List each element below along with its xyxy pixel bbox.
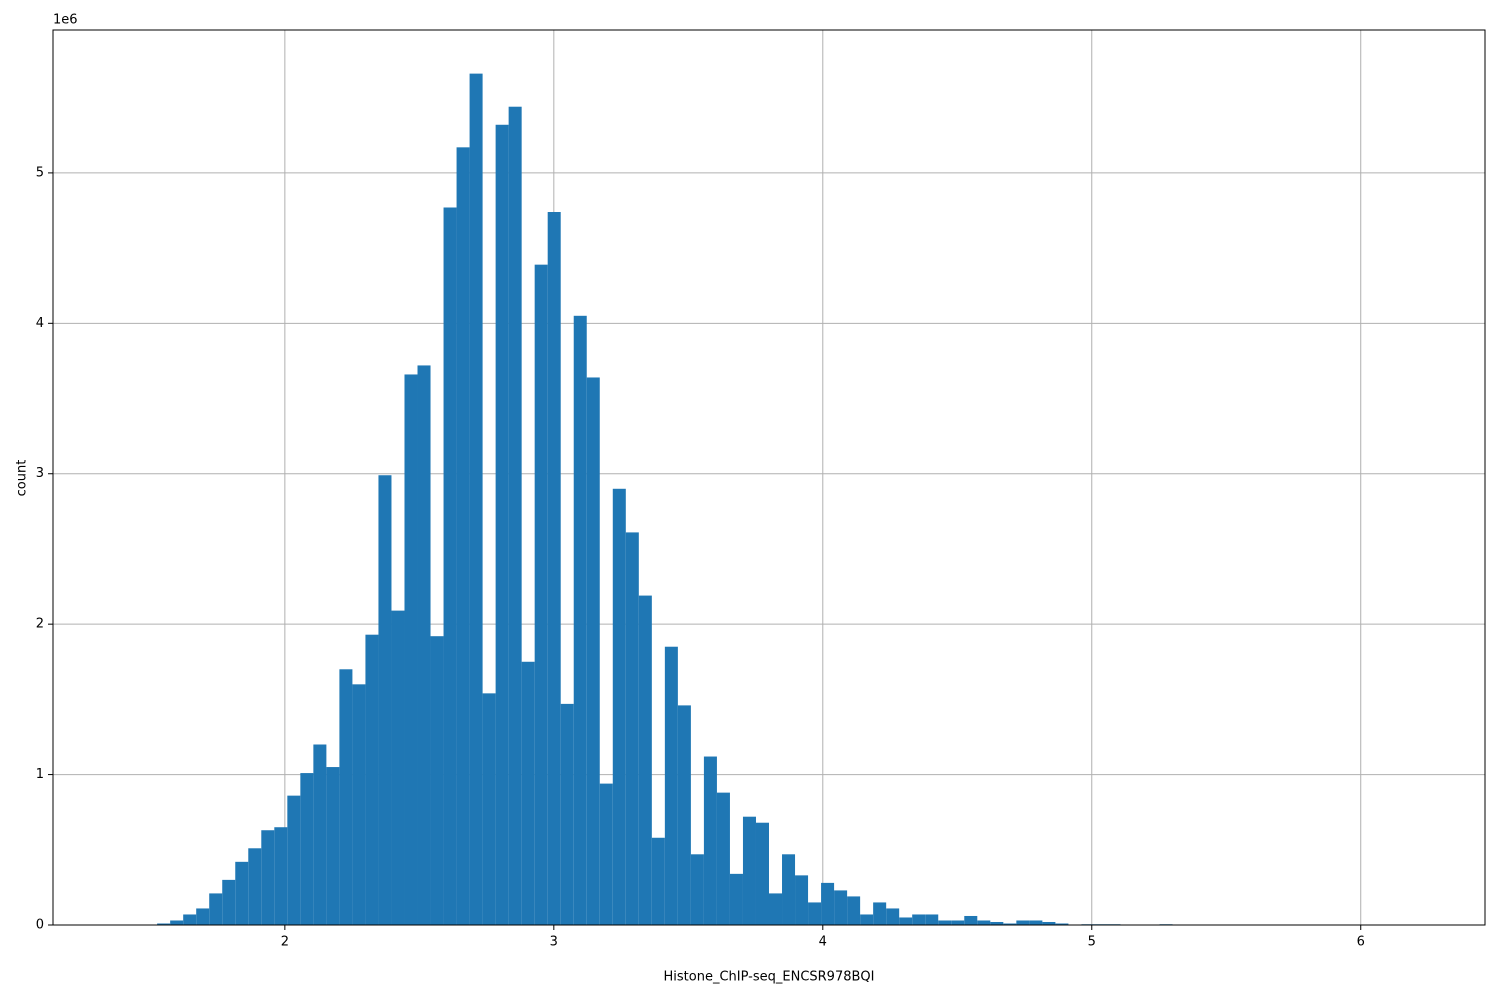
bar	[860, 914, 874, 925]
bar	[417, 365, 431, 925]
y-axis-label: count	[15, 460, 30, 497]
bar	[573, 315, 587, 925]
bar	[1042, 921, 1056, 925]
bar	[300, 773, 314, 925]
bar	[612, 488, 626, 925]
bar	[1016, 920, 1030, 925]
bar	[847, 896, 861, 925]
bar	[443, 207, 457, 926]
bar	[1055, 923, 1069, 925]
bar	[339, 669, 353, 925]
bar	[248, 848, 262, 925]
bar	[599, 783, 613, 925]
bar	[586, 377, 600, 925]
bar	[391, 610, 405, 925]
bar	[482, 693, 496, 925]
bar	[769, 893, 783, 925]
x-tick-label: 3	[550, 935, 558, 950]
bar	[821, 882, 835, 925]
bar	[365, 634, 379, 925]
bar	[404, 374, 418, 926]
bar	[651, 837, 665, 925]
y-offset-label: 1e6	[53, 13, 78, 28]
bar	[899, 917, 913, 925]
bar	[912, 914, 926, 925]
plot-frame	[52, 29, 1486, 926]
bar	[209, 893, 223, 925]
bar	[521, 661, 535, 925]
y-tick-label: 4	[36, 316, 44, 331]
bar	[638, 595, 652, 925]
y-tick-label: 0	[36, 918, 44, 933]
bar	[716, 792, 730, 925]
bar	[755, 822, 769, 925]
bar	[261, 830, 275, 925]
x-axis-label: Histone_ChIP-seq_ENCSR978BQI	[664, 970, 875, 985]
bar	[990, 921, 1004, 925]
bar	[782, 854, 796, 925]
bar	[469, 73, 483, 926]
bar	[170, 920, 184, 925]
bar	[547, 212, 561, 925]
x-tick-label: 6	[1357, 935, 1365, 950]
bar	[625, 532, 639, 925]
bar	[808, 902, 822, 925]
bar	[456, 147, 470, 925]
bar	[313, 744, 327, 925]
bar	[742, 816, 756, 925]
bar	[196, 908, 210, 925]
bar	[1029, 920, 1043, 925]
bar	[964, 915, 978, 925]
bar	[834, 890, 848, 925]
bar	[430, 636, 444, 925]
bar	[157, 923, 171, 925]
x-tick-label: 5	[1088, 935, 1096, 950]
bar	[326, 767, 340, 925]
bar	[951, 920, 965, 925]
bar	[235, 861, 249, 925]
y-tick-label: 5	[36, 165, 44, 180]
bar	[925, 914, 939, 925]
bar	[664, 646, 678, 925]
bar	[560, 703, 574, 925]
bar	[690, 854, 704, 925]
y-tick-label: 2	[36, 617, 44, 632]
y-tick-label: 3	[36, 466, 44, 481]
bar	[508, 106, 522, 925]
bar	[378, 475, 392, 925]
bar	[729, 873, 743, 925]
bar	[222, 879, 236, 925]
bar	[977, 920, 991, 925]
bar	[495, 124, 509, 925]
bar	[534, 264, 548, 925]
bar	[1003, 923, 1017, 925]
bar	[703, 756, 717, 925]
bar	[795, 875, 809, 925]
bar	[886, 908, 900, 925]
bar	[183, 914, 197, 925]
x-tick-label: 2	[281, 935, 289, 950]
y-tick-label: 1	[36, 767, 44, 782]
bar	[274, 827, 288, 925]
bar	[287, 795, 301, 925]
bar	[873, 902, 887, 925]
bar	[938, 920, 952, 925]
bar	[677, 705, 691, 925]
x-tick-label: 4	[819, 935, 827, 950]
bar	[352, 684, 366, 925]
